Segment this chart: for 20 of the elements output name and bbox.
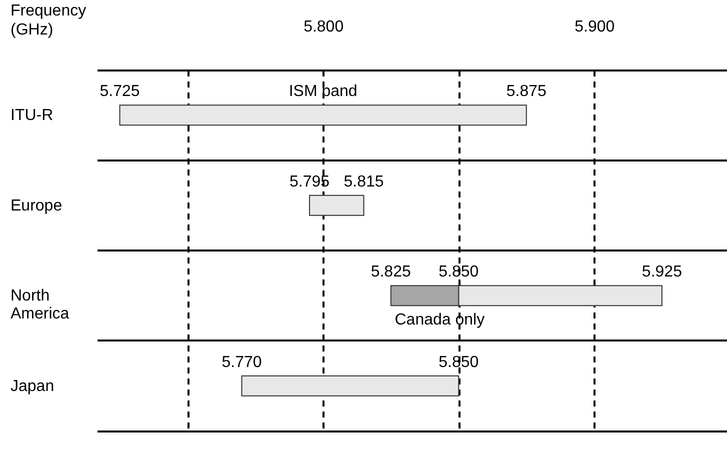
series-label: Canada only — [394, 312, 485, 329]
annotation: 5.850 — [438, 354, 479, 371]
annotation: 5.770 — [222, 354, 262, 371]
bar — [309, 194, 364, 216]
y-tick-label: Europe — [10, 197, 62, 214]
annotation: 5.925 — [642, 264, 682, 281]
y-tick-label: Japan — [10, 378, 54, 395]
x-tick-label: 5.900 — [574, 18, 615, 36]
annotation: 5.725 — [100, 83, 140, 100]
bar — [119, 104, 527, 126]
annotation: 5.795 — [290, 173, 330, 190]
y-tick-label: North America — [10, 288, 70, 323]
annotation: 5.850 — [438, 264, 479, 281]
x-tick-label: 5.800 — [304, 18, 344, 36]
annotation: 5.815 — [344, 173, 384, 190]
annotation: 5.825 — [370, 264, 411, 281]
annotation: 5.875 — [506, 83, 547, 100]
x-axis-title: Frequency (GHz) — [10, 2, 86, 38]
bar — [241, 375, 460, 396]
y-tick-label: ITU-R — [10, 107, 54, 124]
